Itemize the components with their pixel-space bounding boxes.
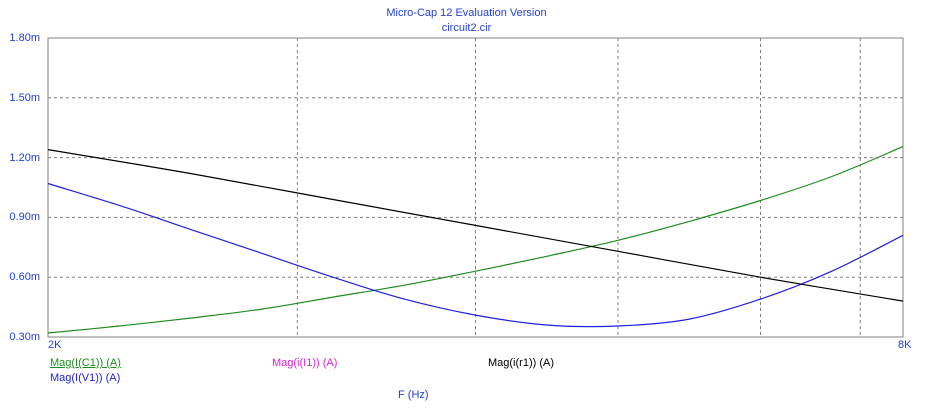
chart-title: Micro-Cap 12 Evaluation Version <box>386 7 547 19</box>
y-tick-label: 1.50m <box>9 92 40 104</box>
legend-entry-r1[interactable]: Mag(i(r1)) (A) <box>488 357 554 369</box>
x-axis-label: F (Hz) <box>398 389 429 401</box>
y-tick-label: 1.20m <box>9 152 40 164</box>
y-tick-label: 0.60m <box>9 271 40 283</box>
y-tick-label: 0.30m <box>9 331 40 343</box>
legend-entry-v1[interactable]: Mag(I(V1)) (A) <box>50 372 121 384</box>
plot-border <box>47 37 904 338</box>
x-tick-label: 2K <box>48 339 62 351</box>
legend-entry-c1[interactable]: Mag(I(C1)) (A) <box>50 357 121 369</box>
chart-subtitle: circuit2.cir <box>441 22 492 34</box>
series-line-1 <box>47 182 904 328</box>
series-line-0 <box>47 146 904 334</box>
legend-entry-i1[interactable]: Mag(i(I1)) (A) <box>272 357 338 369</box>
y-tick-label: 1.80m <box>9 32 40 44</box>
y-tick-label: 0.90m <box>9 211 40 223</box>
series-line-3 <box>47 149 904 302</box>
x-tick-label: 8K <box>898 339 912 351</box>
